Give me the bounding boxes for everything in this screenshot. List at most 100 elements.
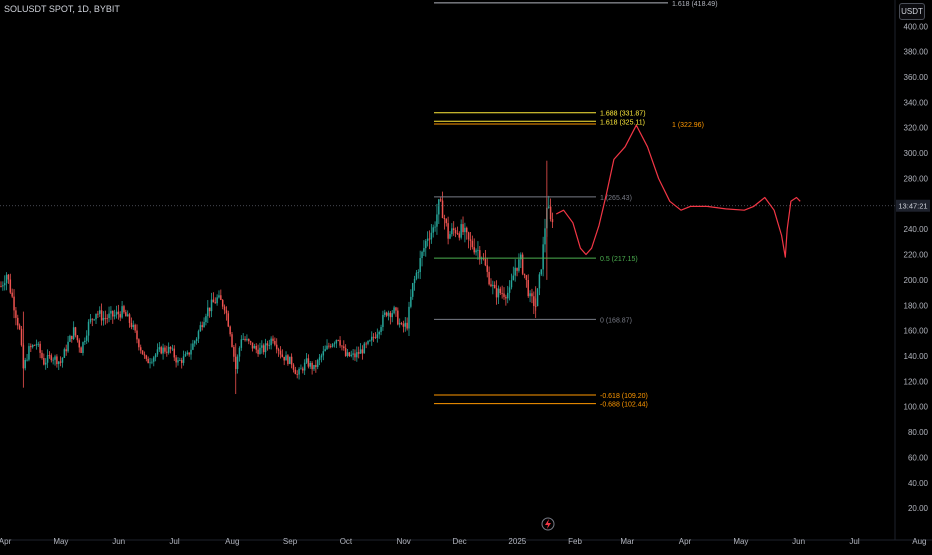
candle-body — [67, 341, 69, 352]
candle-body — [251, 342, 254, 349]
candle-body — [272, 338, 274, 341]
candle-body — [501, 293, 503, 294]
candle-body — [406, 322, 408, 329]
candle-body — [136, 330, 138, 340]
candle-body — [141, 350, 144, 355]
candle-body — [69, 335, 71, 342]
candle-body — [147, 358, 149, 364]
candle-body — [39, 343, 41, 353]
candle-body — [518, 259, 520, 271]
candle-body — [186, 352, 189, 355]
candle-body — [121, 306, 123, 318]
candle-body — [542, 244, 544, 270]
candle-body — [149, 362, 151, 364]
candle-body — [184, 354, 187, 357]
candle-body — [192, 343, 194, 350]
fib-level-label: 1.618 (325.11) — [600, 119, 645, 126]
candle-body — [56, 356, 58, 365]
candle-body — [287, 355, 289, 364]
candle-body — [354, 353, 356, 358]
candle-body — [516, 267, 518, 271]
candle-body — [156, 349, 159, 355]
candle-body — [333, 343, 336, 345]
lightning-icon — [541, 517, 555, 531]
y-tick-label: 280.00 — [904, 174, 929, 183]
candle-body — [398, 323, 401, 325]
candle-body — [464, 227, 466, 233]
candle-body — [305, 358, 308, 363]
candle-body — [166, 351, 168, 353]
candle-body — [521, 254, 524, 274]
candle-body — [378, 331, 380, 335]
x-tick-label: Nov — [397, 537, 411, 546]
candle-body — [249, 341, 252, 343]
candle-body — [510, 280, 513, 288]
candle-body — [283, 356, 285, 361]
candle-body — [139, 347, 142, 351]
x-tick-label: Apr — [679, 537, 692, 546]
candle-body — [30, 346, 32, 348]
candle-body — [441, 200, 444, 218]
candle-body — [78, 340, 80, 348]
candle-body — [173, 348, 176, 358]
candle-body — [257, 349, 259, 355]
candle-body — [432, 227, 434, 233]
candle-body — [486, 265, 488, 272]
projection-path — [555, 124, 801, 258]
symbol-title: SOLUSDT SPOT, 1D, BYBIT — [4, 4, 120, 14]
candle-body — [229, 326, 231, 335]
candle-body — [179, 360, 181, 361]
candle-body — [20, 328, 23, 346]
candle-body — [145, 355, 148, 359]
candle-body — [531, 293, 533, 297]
x-tick-label: Jul — [849, 537, 859, 546]
candle-body — [302, 368, 304, 371]
candle-body — [242, 338, 244, 340]
candle-body — [499, 288, 502, 294]
fib-level-label: -0.618 (109.20) — [600, 393, 648, 400]
x-tick-label: May — [53, 537, 68, 546]
candle-body — [533, 296, 535, 306]
candle-body — [262, 345, 265, 353]
candle-body — [307, 358, 310, 367]
candle-body — [18, 325, 21, 329]
candle-body — [244, 338, 246, 341]
candle-body — [549, 206, 552, 220]
currency-button[interactable]: USDT — [899, 3, 925, 20]
candle-body — [270, 338, 272, 346]
candle-body — [48, 355, 51, 356]
current-price-label: 13:47:21 — [898, 202, 927, 211]
candle-body — [164, 347, 166, 352]
candle-body — [123, 306, 125, 313]
candle-body — [134, 324, 136, 331]
candle-body — [108, 313, 110, 319]
candle-body — [268, 345, 271, 346]
candle-body — [436, 214, 438, 227]
y-tick-label: 180.00 — [904, 301, 929, 310]
candle-body — [199, 325, 202, 332]
candle-body — [376, 334, 379, 338]
candle-body — [126, 314, 129, 317]
candle-body — [447, 223, 449, 239]
candle-body — [477, 250, 479, 251]
candle-body — [497, 288, 500, 298]
candle-body — [322, 351, 325, 356]
candle-body — [63, 349, 66, 358]
price-scale — [895, 0, 932, 550]
lightning-icon — [545, 519, 551, 529]
candle-body — [423, 248, 425, 252]
candle-body — [348, 352, 351, 357]
candle-body — [356, 352, 358, 358]
candle-body — [52, 359, 54, 361]
candle-body — [506, 292, 509, 299]
fib-level-label: -0.688 (102.44) — [600, 402, 648, 409]
candle-body — [84, 340, 86, 343]
candle-body — [117, 311, 120, 315]
candle-body — [201, 325, 203, 328]
candle-body — [44, 362, 47, 365]
fib-level-label: 1 (265.43) — [600, 195, 632, 202]
candle-body — [26, 359, 28, 361]
candle-body — [326, 345, 328, 350]
